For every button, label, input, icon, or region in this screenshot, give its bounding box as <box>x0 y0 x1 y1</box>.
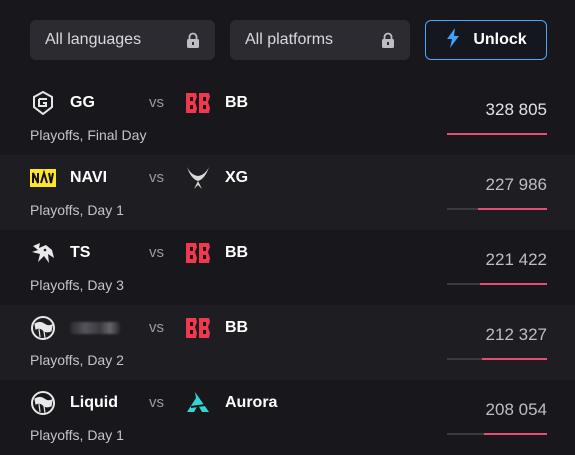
unlock-button[interactable]: Unlock <box>425 20 547 60</box>
vs-label: vs <box>149 319 164 336</box>
lock-icon <box>381 32 395 48</box>
team-b: XG <box>185 165 248 191</box>
vs-label: vs <box>149 169 164 186</box>
viewer-count: 212 327 <box>485 325 547 344</box>
team-a-name: TS <box>70 244 91 261</box>
match-row[interactable]: NAVI vs XG Playoffs, Day 1 227 986 <box>0 155 575 230</box>
stage-label: Playoffs, Day 2 <box>30 352 124 368</box>
bb-logo-icon <box>185 90 211 116</box>
team-a-name: GG <box>70 94 95 111</box>
xg-logo-icon <box>185 165 211 191</box>
viewer-share-bar <box>447 358 547 360</box>
bb-logo-icon <box>185 315 211 341</box>
vs-label: vs <box>149 244 164 261</box>
team-a: NAVI <box>30 165 107 191</box>
vs-label: vs <box>149 394 164 411</box>
viewer-share-fill <box>447 133 547 135</box>
viewer-count: 221 422 <box>485 250 547 269</box>
match-row[interactable]: GG vs BB Playoffs, Final Day 328 805 <box>0 80 575 155</box>
team-a: Liquid <box>30 390 118 416</box>
aurora-logo-icon <box>185 390 211 416</box>
team-b: Aurora <box>185 390 277 416</box>
team-b-name: Aurora <box>225 394 278 411</box>
lightning-icon <box>445 27 461 53</box>
languages-filter-label: All languages <box>45 31 142 48</box>
match-row[interactable]: Liquid vs Aurora Playoffs, Day 1 208 054 <box>0 380 575 455</box>
liquid-logo-icon <box>30 315 56 341</box>
liquid-logo-icon <box>30 390 56 416</box>
languages-filter[interactable]: All languages <box>30 20 215 60</box>
vs-label: vs <box>149 94 164 111</box>
viewer-count: 208 054 <box>485 400 547 419</box>
viewer-share-fill <box>482 358 547 360</box>
unlock-label: Unlock <box>473 31 527 48</box>
viewer-count: 328 805 <box>485 100 547 119</box>
viewer-count: 227 986 <box>485 175 547 194</box>
stage-label: Playoffs, Day 1 <box>30 202 124 218</box>
stage-label: Playoffs, Day 1 <box>30 427 124 443</box>
navi-logo-icon <box>30 165 56 191</box>
team-b: BB <box>185 240 248 266</box>
gg-logo-icon <box>30 90 56 116</box>
team-b: BB <box>185 315 248 341</box>
team-a-name: Liquid <box>70 394 118 411</box>
viewer-share-bar <box>447 208 547 210</box>
team-b-name: BB <box>225 94 249 111</box>
viewer-share-fill <box>480 283 547 285</box>
viewer-share-bar <box>447 133 547 135</box>
team-a-name: NAVI <box>70 169 108 186</box>
viewer-share-bar <box>447 283 547 285</box>
stage-label: Playoffs, Final Day <box>30 127 147 143</box>
platforms-filter-label: All platforms <box>245 31 334 48</box>
team-b-name: XG <box>225 169 249 186</box>
lock-icon <box>186 32 200 48</box>
viewer-share-fill <box>478 208 547 210</box>
viewer-share-bar <box>447 433 547 435</box>
team-b: BB <box>185 90 248 116</box>
stage-label: Playoffs, Day 3 <box>30 277 124 293</box>
ts-logo-icon <box>30 240 56 266</box>
team-b-name: BB <box>225 244 249 261</box>
team-b-name: BB <box>225 319 249 336</box>
match-list: GG vs BB Playoffs, Final Day 328 805 NAV… <box>0 80 575 455</box>
platforms-filter[interactable]: All platforms <box>230 20 410 60</box>
filters-bar: All languages All platforms Unlock <box>30 20 547 60</box>
bb-logo-icon <box>185 240 211 266</box>
match-row[interactable]: vs BB Playoffs, Day 2 212 327 <box>0 305 575 380</box>
match-row[interactable]: TS vs BB Playoffs, Day 3 221 422 <box>0 230 575 305</box>
team-a-name-blurred <box>70 322 120 334</box>
viewer-share-fill <box>484 433 547 435</box>
team-a: TS <box>30 240 90 266</box>
team-a: GG <box>30 90 95 116</box>
team-a <box>30 315 120 341</box>
